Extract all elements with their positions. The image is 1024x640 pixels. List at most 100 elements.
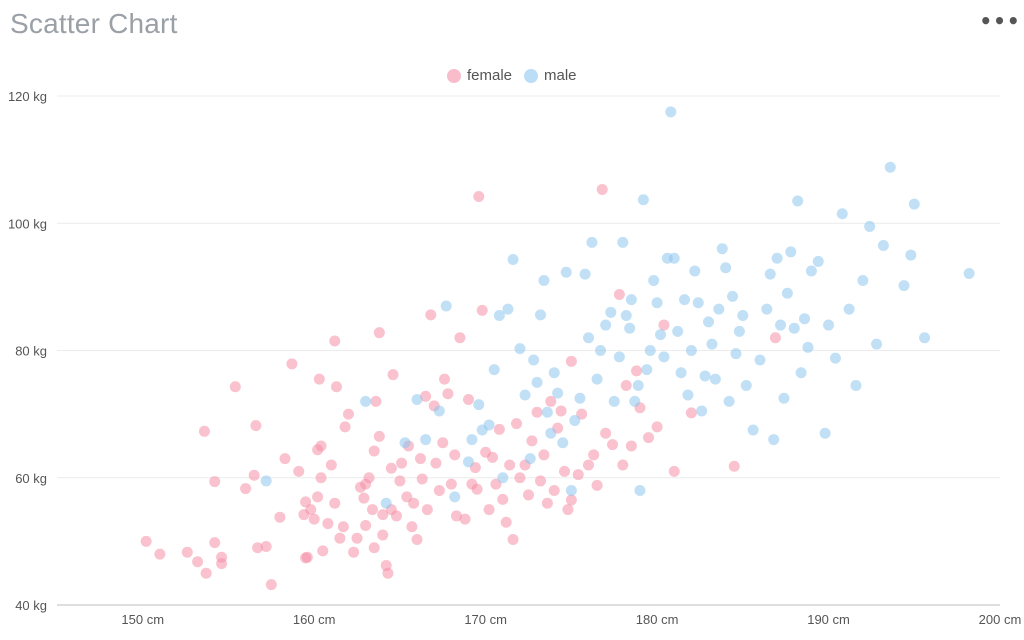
data-point-female[interactable] (476, 304, 488, 316)
data-point-male[interactable] (433, 405, 445, 417)
data-point-female[interactable] (154, 548, 166, 560)
data-point-male[interactable] (617, 236, 629, 248)
data-point-female[interactable] (368, 542, 380, 554)
data-point-male[interactable] (583, 332, 595, 344)
data-point-female[interactable] (209, 537, 221, 549)
data-point-female[interactable] (572, 469, 584, 481)
data-point-male[interactable] (799, 313, 811, 325)
data-point-male[interactable] (493, 310, 505, 322)
data-point-female[interactable] (523, 489, 534, 501)
data-point-female[interactable] (377, 529, 389, 541)
data-point-male[interactable] (524, 453, 536, 465)
data-point-male[interactable] (502, 303, 514, 315)
data-point-male[interactable] (730, 348, 742, 360)
data-point-female[interactable] (317, 545, 329, 557)
data-point-male[interactable] (380, 497, 392, 509)
data-point-male[interactable] (608, 395, 620, 407)
data-point-male[interactable] (473, 399, 485, 411)
data-point-male[interactable] (665, 106, 677, 118)
data-point-female[interactable] (535, 475, 547, 487)
data-point-female[interactable] (445, 478, 457, 490)
data-point-female[interactable] (526, 435, 538, 447)
data-point-male[interactable] (802, 341, 814, 353)
data-point-male[interactable] (908, 198, 920, 210)
data-point-female[interactable] (390, 510, 402, 522)
data-point-female[interactable] (329, 497, 341, 509)
data-point-male[interactable] (871, 338, 883, 350)
data-point-female[interactable] (620, 379, 632, 391)
data-point-female[interactable] (559, 465, 571, 477)
data-point-female[interactable] (685, 407, 697, 419)
data-point-male[interactable] (778, 392, 790, 404)
data-point-female[interactable] (514, 472, 526, 484)
data-point-female[interactable] (373, 327, 385, 339)
data-point-female[interactable] (555, 405, 567, 417)
data-point-female[interactable] (583, 459, 595, 471)
data-point-female[interactable] (507, 533, 519, 545)
data-point-male[interactable] (723, 395, 735, 407)
data-point-male[interactable] (538, 275, 550, 287)
data-point-male[interactable] (514, 343, 526, 355)
data-point-female[interactable] (248, 469, 260, 481)
data-point-male[interactable] (689, 265, 701, 277)
data-point-male[interactable] (963, 268, 975, 280)
data-point-female[interactable] (373, 430, 385, 442)
data-point-female[interactable] (312, 444, 324, 456)
data-point-male[interactable] (644, 345, 656, 356)
data-point-male[interactable] (411, 393, 423, 405)
data-point-male[interactable] (843, 303, 855, 315)
data-point-male[interactable] (449, 491, 461, 503)
data-point-male[interactable] (651, 297, 663, 309)
data-point-male[interactable] (864, 220, 876, 232)
data-point-female[interactable] (411, 533, 423, 545)
data-point-male[interactable] (440, 300, 452, 312)
data-point-female[interactable] (613, 289, 625, 301)
data-point-female[interactable] (408, 497, 420, 509)
data-point-male[interactable] (579, 268, 591, 280)
data-point-male[interactable] (586, 236, 598, 248)
data-point-male[interactable] (706, 338, 718, 350)
data-point-male[interactable] (692, 297, 704, 309)
data-point-female[interactable] (329, 335, 341, 347)
data-point-female[interactable] (406, 521, 418, 533)
data-point-male[interactable] (709, 373, 721, 385)
data-point-female[interactable] (420, 390, 432, 402)
data-point-female[interactable] (286, 358, 298, 370)
data-point-female[interactable] (486, 451, 498, 463)
data-point-male[interactable] (668, 252, 680, 264)
data-point-female[interactable] (377, 509, 389, 521)
data-point-male[interactable] (696, 405, 708, 417)
data-point-female[interactable] (607, 439, 619, 451)
legend-item-male[interactable]: male (524, 67, 577, 84)
data-point-female[interactable] (565, 494, 577, 506)
data-point-male[interactable] (823, 319, 835, 331)
data-point-female[interactable] (325, 459, 337, 471)
data-point-male[interactable] (497, 472, 509, 484)
data-point-female[interactable] (643, 432, 655, 444)
data-point-female[interactable] (421, 504, 433, 516)
data-point-male[interactable] (620, 310, 632, 322)
data-point-male[interactable] (672, 325, 684, 337)
data-point-female[interactable] (437, 437, 449, 449)
data-point-female[interactable] (313, 373, 325, 385)
data-point-female[interactable] (209, 476, 221, 488)
data-point-female[interactable] (541, 497, 553, 509)
data-point-male[interactable] (658, 351, 670, 363)
data-point-male[interactable] (507, 254, 519, 266)
data-point-male[interactable] (462, 456, 474, 468)
data-point-male[interactable] (685, 345, 697, 356)
data-point-male[interactable] (488, 364, 500, 376)
data-point-female[interactable] (200, 567, 212, 579)
data-point-female[interactable] (442, 388, 454, 400)
data-point-female[interactable] (651, 421, 663, 433)
data-point-male[interactable] (727, 290, 739, 302)
data-point-male[interactable] (655, 329, 667, 341)
data-point-female[interactable] (462, 393, 474, 405)
data-point-female[interactable] (493, 423, 505, 435)
data-point-male[interactable] (648, 275, 660, 287)
data-point-female[interactable] (538, 449, 550, 461)
data-point-female[interactable] (293, 465, 305, 477)
data-point-female[interactable] (433, 484, 445, 496)
data-point-male[interactable] (905, 249, 917, 261)
data-point-female[interactable] (473, 191, 485, 203)
